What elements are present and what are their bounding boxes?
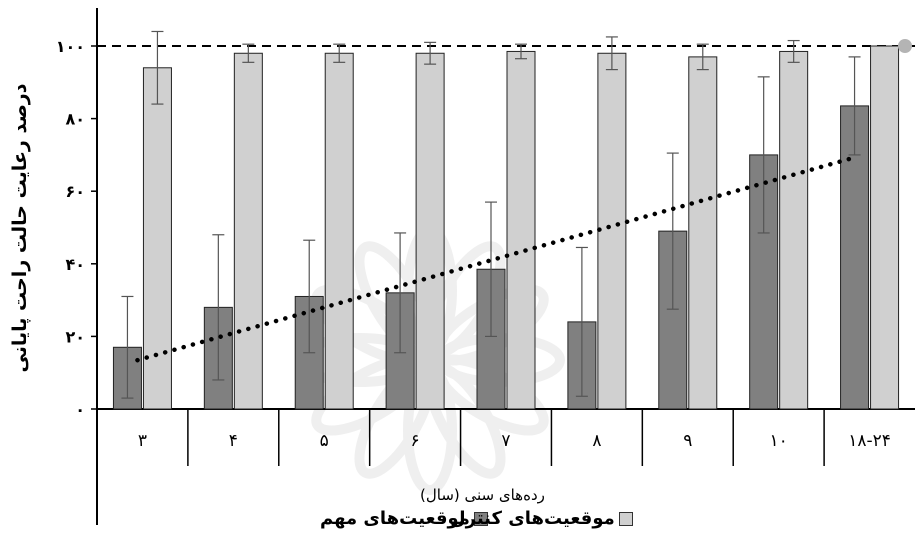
bar-control: [233, 52, 263, 410]
x-axis-label: رده‌های سنی (سال): [420, 486, 545, 504]
bar-control: [870, 45, 900, 410]
y-tick-label: ۰: [75, 400, 85, 419]
x-tick-label: ۴: [229, 431, 238, 451]
table-gridlines: [97, 408, 915, 466]
x-tick-label: ۷: [501, 431, 510, 451]
bar-control: [415, 52, 445, 410]
x-tick-label: ۵: [320, 431, 329, 451]
legend: موقعیت‌های مهم موقعیت‌های کنترل: [320, 508, 917, 544]
x-tick-label: ۹: [683, 431, 692, 451]
legend-label-important: موقعیت‌های مهم: [320, 508, 470, 529]
y-tick-label: ۶۰: [65, 182, 85, 201]
legend-swatch-control: [618, 511, 633, 526]
legend-swatch-important: [473, 511, 488, 526]
bar-control: [324, 52, 354, 410]
bar-control: [779, 50, 809, 410]
y-axis-ticks: ۰ ۲۰ ۴۰ ۶۰ ۸۰ ۱۰۰: [56, 37, 97, 419]
y-axis-label: درصد رعایت حالت راحت پایانی: [9, 83, 31, 373]
y-axis-label-box: درصد رعایت حالت راحت پایانی: [2, 46, 38, 410]
bar-important: [840, 105, 870, 410]
x-axis-tick-labels: ۳ ۴ ۵ ۶ ۷ ۸ ۹ ۱۰ ۱۸-۲۴: [138, 431, 891, 451]
x-tick-label: ۱۸-۲۴: [848, 431, 891, 451]
legend-item-important: موقعیت‌های مهم: [320, 508, 488, 529]
bar-control: [597, 52, 627, 410]
legend-label-control: موقعیت‌های کنترل: [450, 508, 615, 529]
bar-control: [506, 50, 536, 410]
legend-item-control: موقعیت‌های کنترل: [450, 508, 633, 529]
series-control-bars: [142, 45, 900, 410]
x-tick-label: ۳: [138, 431, 147, 451]
bar-control: [688, 56, 718, 410]
x-tick-label: ۸: [592, 431, 601, 451]
reference-end-marker: [898, 39, 912, 53]
x-tick-label: ۱۰: [770, 431, 788, 451]
error-bars: [121, 30, 861, 399]
y-tick-label: ۸۰: [65, 110, 85, 129]
trendline: [135, 154, 859, 363]
trendline-line: [135, 154, 859, 363]
bar-important: [658, 230, 688, 410]
y-tick-label: ۱۰۰: [56, 37, 85, 56]
x-tick-label: ۶: [411, 431, 420, 451]
y-tick-label: ۴۰: [65, 255, 85, 274]
y-tick-label: ۲۰: [65, 327, 85, 346]
